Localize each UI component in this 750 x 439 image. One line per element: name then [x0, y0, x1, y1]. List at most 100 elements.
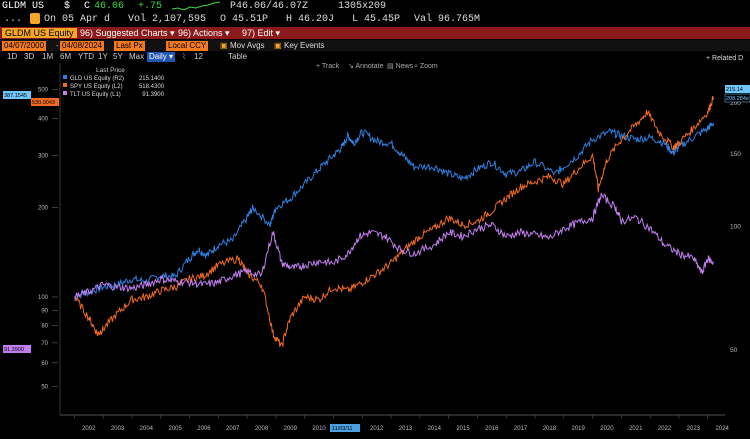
last-prefix: C: [84, 1, 91, 12]
x-tick-label: 2016: [485, 426, 499, 432]
left-flag-tlt: 91.3900: [4, 347, 24, 353]
annotate-button[interactable]: ↘ Annotate: [348, 63, 384, 70]
key-events-label: Key Events: [284, 41, 325, 50]
legend-label: GLD US Equity (R2): [70, 76, 124, 82]
left-tick-label: 200: [38, 206, 49, 212]
left-flag-tlt-box: [3, 345, 31, 353]
chart-toolbar: + Track ↘ Annotate ▤ News ⌕ Zoom: [316, 63, 438, 70]
x-tick-label: 2013: [399, 426, 413, 432]
last-price: 46.06: [94, 1, 125, 12]
bid-ask-size: 1305x209: [338, 1, 387, 12]
currency-dropdown[interactable]: Local CCY: [166, 41, 209, 51]
x-tick-label: 2014: [428, 426, 442, 432]
left-tick-label: 70: [41, 341, 48, 347]
x-tick-label: 2015: [456, 426, 470, 432]
x-tick-label: 2024: [715, 426, 729, 432]
x-tick-label: 2005: [168, 426, 182, 432]
ticker[interactable]: GLDM US: [2, 1, 45, 12]
left-tick-label: 300: [38, 153, 49, 159]
high-price: H 46.20J: [286, 14, 335, 25]
x-tick-label: 2006: [197, 426, 211, 432]
zoom-button[interactable]: ⌕ Zoom: [414, 63, 438, 70]
news-button[interactable]: ▤ News: [387, 63, 414, 70]
x-tick-label: 2017: [514, 426, 528, 432]
end-date-field[interactable]: 04/08/2024: [60, 41, 105, 51]
start-date-field[interactable]: 04/07/2000: [2, 41, 47, 51]
date-separator: -: [56, 41, 59, 50]
left-flag-gld: 387.1545: [4, 93, 27, 99]
on-date: On 05 Apr d: [44, 14, 111, 25]
date-flag: 11/03/11: [332, 426, 353, 432]
range-1m[interactable]: 1M: [42, 52, 54, 61]
left-tick-label: 500: [38, 88, 49, 94]
legend-swatch: [63, 91, 67, 95]
range-ytd[interactable]: YTD: [78, 52, 94, 61]
right-flag: 208.284e: [726, 96, 749, 102]
legend-title: Last Price: [96, 67, 125, 74]
x-tick-label: 2022: [658, 426, 672, 432]
related-data-link[interactable]: + Related D: [706, 55, 743, 62]
right-flag-box: [725, 85, 750, 93]
key-events-checkbox[interactable]: ▣: [274, 41, 282, 50]
right-axis: 50 100 150 200: [730, 100, 741, 354]
range-5y[interactable]: 5Y: [113, 52, 123, 61]
chart-icon[interactable]: [30, 13, 40, 24]
left-axis: 50 60 70 80 90 100 200 300 400 500: [38, 88, 58, 390]
table-button[interactable]: Table: [228, 52, 248, 61]
mov-avgs-checkbox[interactable]: ▣: [220, 41, 228, 50]
x-tick-label: 2009: [284, 426, 298, 432]
ellipsis-icon: ...: [4, 14, 23, 25]
right-tick-label: 150: [730, 151, 741, 158]
x-tick-label: 2004: [140, 426, 154, 432]
left-tick-label: 90: [41, 309, 48, 315]
legend-value: 518.4300: [139, 84, 165, 90]
currency: $: [64, 1, 71, 12]
right-tick-label: 50: [730, 347, 738, 354]
price-type-dropdown[interactable]: Last Px: [114, 41, 145, 51]
x-tick-label: 2008: [255, 426, 269, 432]
left-tick-label: 50: [41, 384, 48, 390]
left-tick-label: 60: [41, 361, 48, 367]
volume: Vol 2,107,595: [128, 14, 207, 25]
x-tick-label: 2012: [370, 426, 384, 432]
suggested-charts-menu[interactable]: 96) Suggested Charts ▾: [80, 28, 175, 38]
low-price: L 45.45P: [352, 14, 401, 25]
range-3d[interactable]: 3D: [24, 52, 35, 61]
value-traded: Val 96.765M: [414, 14, 481, 25]
range-bar: 1D 3D 1M 6M YTD 1Y 5Y Max Daily ▾ ⌇ 12 T…: [0, 52, 750, 62]
security-field[interactable]: GLDM US Equity: [2, 28, 77, 38]
mov-avgs-label: Mov Avgs: [230, 41, 265, 50]
x-tick-label: 2023: [687, 426, 701, 432]
x-tick-label: 2020: [600, 426, 614, 432]
x-tick-label: 2010: [312, 426, 326, 432]
edit-menu[interactable]: 97) Edit ▾: [242, 28, 281, 38]
left-tick-label: 80: [41, 324, 48, 330]
left-flag-spy: 530.0043: [32, 100, 55, 106]
range-max[interactable]: Max: [129, 52, 145, 61]
period-field[interactable]: 12: [194, 52, 203, 61]
left-tick-label: 400: [38, 116, 49, 122]
legend: Last Price GLD US Equity (R2) 215.1400 SPY…: [63, 67, 165, 98]
right-flag-box: [724, 93, 750, 103]
range-1y[interactable]: 1Y: [98, 52, 108, 61]
frequency-dropdown[interactable]: Daily ▾: [147, 52, 176, 62]
right-tick-label: 100: [730, 223, 741, 230]
range-6m[interactable]: 6M: [60, 52, 72, 61]
actions-menu[interactable]: 96) Actions ▾: [178, 28, 230, 38]
series-lines: [73, 95, 714, 348]
track-button[interactable]: + Track: [316, 63, 340, 70]
legend-value: 215.1400: [139, 76, 165, 82]
quote-line-1: GLDM US $ C 46.06 +.75 P46.06/46.07Z 130…: [0, 0, 750, 13]
series-line-gld: [74, 122, 714, 301]
left-tick-label: 100: [38, 295, 49, 301]
range-1d[interactable]: 1D: [7, 52, 18, 61]
price-change: +.75: [138, 1, 163, 12]
sparkline: [171, 0, 221, 16]
x-axis: 2002200320042005200620072008200920102011…: [74, 415, 729, 432]
chart-controls: 04/07/2000 - 04/08/2024 Last Px Local CC…: [0, 40, 750, 51]
legend-swatch: [63, 75, 67, 79]
x-tick-label: 2019: [572, 426, 586, 432]
function-menu-bar: 96) Suggested Charts ▾ 96) Actions ▾ 97)…: [0, 27, 750, 39]
line-type-icon[interactable]: ⌇: [182, 52, 186, 61]
